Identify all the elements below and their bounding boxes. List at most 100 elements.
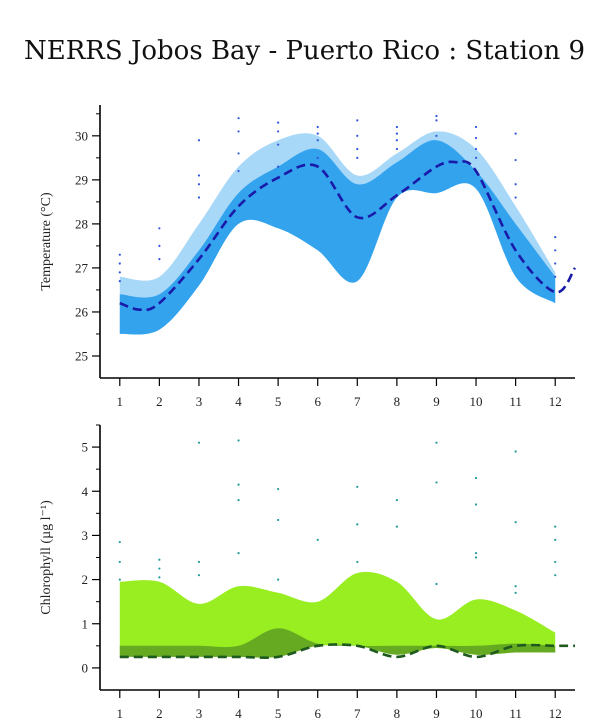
temperature-observation-point [316,132,319,135]
chlorophyll-observation-point [474,476,478,480]
chlorophyll-observation-point [158,576,161,579]
temperature-y-axis-label: Temperature (°C) [39,192,54,291]
chlorophyll-observation-point [474,556,478,559]
temperature-observation-point [118,271,121,274]
chlorophyll-observation-point [356,560,359,564]
temperature-observation-point [277,130,280,133]
temperature-observation-point [395,147,398,151]
temperature-observation-point [316,139,319,142]
chlorophyll-observation-point [356,523,359,526]
temperature-observation-point [554,249,557,252]
temperature-observation-point [356,156,359,159]
chlorophyll-observation-point [474,503,478,506]
chlorophyll-observation-point [197,560,201,564]
temperature-observation-point [474,147,478,151]
chlorophyll-observation-point [197,441,201,444]
temperature-observation-point [277,143,280,146]
temperature-observation-point [435,134,438,137]
chlorophyll-y-tick-label: 4 [82,484,89,499]
temperature-median-line [119,160,577,312]
temperature-x-tick-label: 10 [470,394,483,409]
temperature-observation-point [435,119,438,122]
chlorophyll-inner-band [119,628,556,658]
temperature-observation-point [118,262,121,265]
chlorophyll-observation-point [277,487,280,491]
temperature-observation-point [237,130,240,133]
chlorophyll-observation-point [237,439,240,442]
chlorophyll-x-tick-label: 1 [117,706,124,721]
chlorophyll-x-tick-label: 6 [314,706,321,721]
temperature-observation-point [395,132,398,135]
chlorophyll-observation-point [237,498,240,502]
chlorophyll-x-tick-label: 11 [509,706,522,721]
chlorophyll-observation-point [554,538,557,541]
chlorophyll-x-tick-label: 5 [275,706,282,721]
chlorophyll-observation-point [237,483,240,486]
chlorophyll-y-tick-label: 3 [82,528,89,543]
temperature-observation-point [277,165,280,168]
temperature-x-tick-label: 11 [509,394,522,409]
temperature-observation-point [316,125,319,129]
chlorophyll-median-line [119,643,575,659]
chlorophyll-observation-point [118,560,121,564]
temperature-observation-point [435,114,438,118]
chlorophyll-observation-point [435,481,438,484]
chlorophyll-observation-point [395,498,398,502]
temperature-y-tick-label: 26 [75,304,89,319]
temperature-x-tick-label: 4 [235,394,242,409]
temperature-observation-point [356,147,359,151]
temperature-y-tick-label: 29 [75,172,88,187]
temperature-observation-point [158,244,161,248]
temperature-observation-point [118,253,121,256]
temperature-x-tick-label: 5 [275,394,282,409]
chlorophyll-observation-point [514,450,517,453]
temperature-observation-point [395,125,398,129]
temperature-observation-point [474,156,478,159]
chlorophyll-observation-point [554,560,557,564]
chlorophyll-x-tick-label: 10 [470,706,483,721]
chlorophyll-observation-point [237,551,240,555]
chlorophyll-observation-point [514,591,517,594]
chlorophyll-observation-point [118,540,121,544]
temperature-y-tick-label: 30 [75,128,88,143]
temperature-observation-point [395,139,398,142]
chlorophyll-y-tick-label: 2 [82,572,89,587]
temperature-x-tick-label: 8 [394,394,401,409]
temperature-observation-point [514,183,517,186]
chlorophyll-observation-point [316,538,319,541]
chlorophyll-outer-band [119,571,556,655]
chlorophyll-observation-point [435,582,438,586]
temperature-x-tick-label: 9 [433,394,440,409]
chlorophyll-y-axis-label: Chlorophyll (µg l⁻¹) [39,500,54,615]
chlorophyll-observation-point [356,485,359,488]
temperature-x-tick-label: 1 [117,394,124,409]
temperature-observation-point [158,227,161,230]
chlorophyll-observation-point [197,574,201,577]
temperature-x-tick-label: 6 [314,394,321,409]
temperature-observation-point [237,117,240,120]
temperature-x-tick-label: 2 [156,394,163,409]
temperature-x-tick-label: 7 [354,394,361,409]
chlorophyll-observation-point [158,567,161,570]
temperature-x-tick-label: 12 [549,394,562,409]
temperature-observation-point [237,152,240,155]
chlorophyll-observation-point [277,518,280,522]
temperature-observation-point [474,136,478,140]
temperature-observation-point [197,139,201,142]
chlorophyll-observation-point [514,521,517,524]
chlorophyll-x-tick-label: 3 [196,706,203,721]
chlorophyll-observation-point [395,525,398,528]
chlorophyll-observation-point [277,578,280,581]
temperature-observation-point [197,183,201,186]
temperature-observation-point [514,196,517,199]
temperature-observation-point [158,258,161,261]
temperature-observation-point [197,196,201,199]
chlorophyll-y-tick-label: 1 [82,616,89,631]
temperature-y-tick-label: 25 [75,348,88,363]
chlorophyll-observation-point [435,441,438,444]
temperature-observation-point [554,235,557,239]
temperature-inner-band [119,140,556,335]
